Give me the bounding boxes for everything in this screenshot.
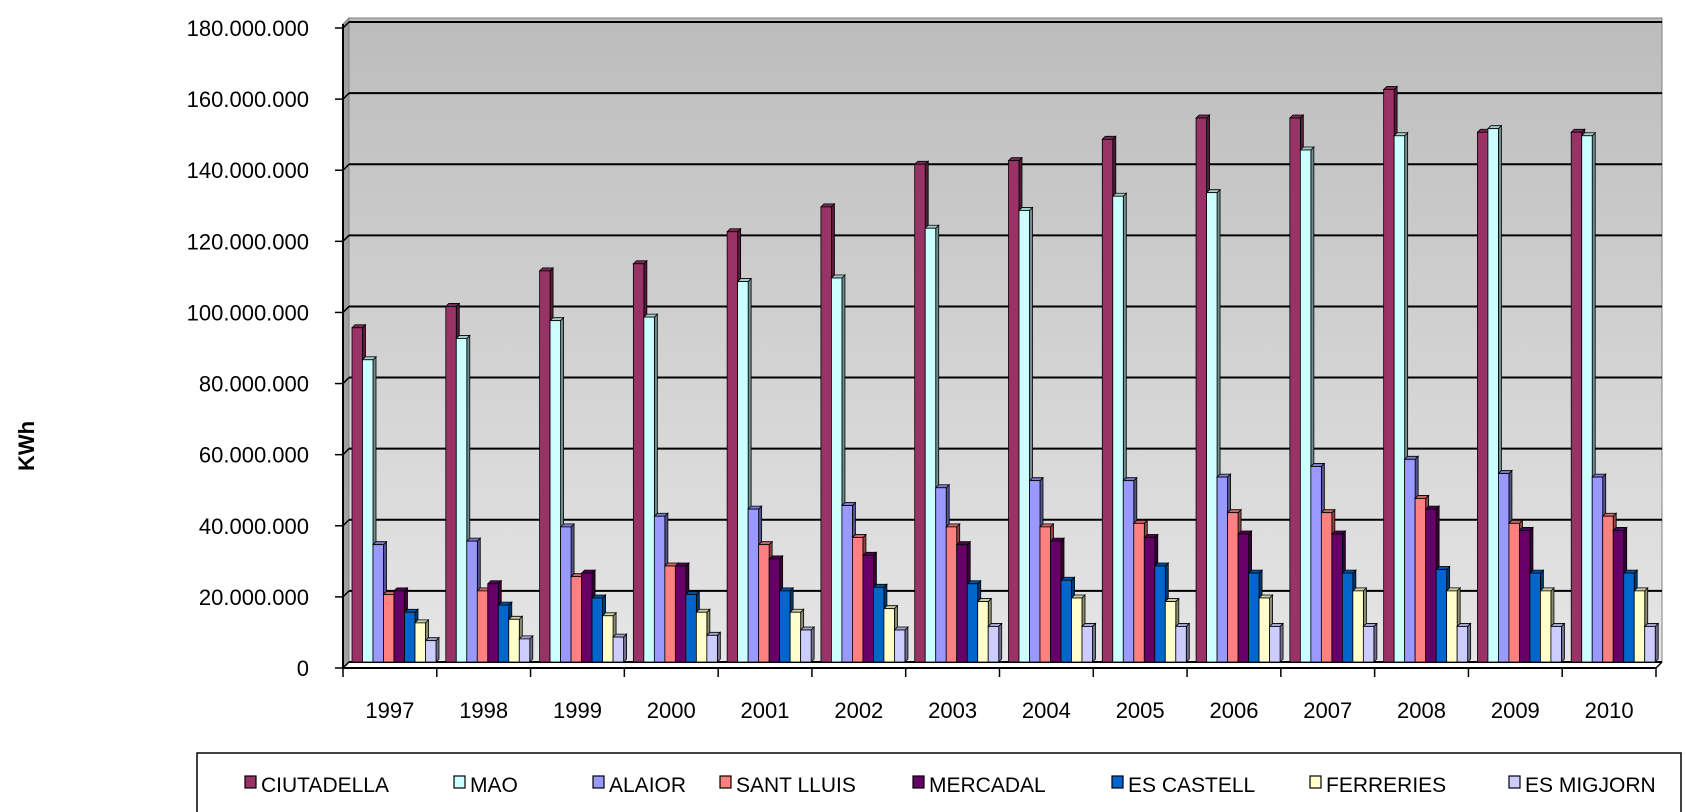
- bars: [351, 85, 1660, 663]
- y-tick-label: 0: [297, 656, 309, 681]
- legend-item-mercadal: MERCADAL: [912, 774, 1046, 797]
- bar-es-migjorn-1998: [518, 634, 534, 663]
- legend-item-alaior: ALAIOR: [592, 774, 686, 797]
- legend-item-sant-lluis: SANT LLUIS: [719, 774, 856, 797]
- legend-label: MERCADAL: [929, 774, 1046, 797]
- legend-label: ALAIOR: [609, 774, 686, 797]
- legend-box: [196, 752, 1682, 812]
- legend-swatch: [592, 775, 605, 789]
- legend-item-es-castell: ES CASTELL: [1111, 774, 1255, 797]
- x-tick-label: 2002: [834, 698, 883, 723]
- x-tick-label: 1998: [459, 698, 508, 723]
- y-tick-label: 120.000.000: [187, 229, 309, 254]
- legend-label: MAO: [470, 774, 518, 797]
- y-tick-label: 80.000.000: [199, 372, 309, 397]
- legend-item-ciutadella: CIUTADELLA: [244, 774, 389, 797]
- legend: CIUTADELLA MAO ALAIOR SANT LLUIS MERCADAL ES …: [196, 752, 1682, 812]
- x-tick-label: 1997: [365, 698, 414, 723]
- legend-item-ferreries: FERRERIES: [1309, 774, 1446, 797]
- legend-label: ES MIGJORN: [1525, 774, 1656, 797]
- y-tick-label: 60.000.000: [199, 443, 309, 468]
- x-tick-label: 2000: [647, 698, 696, 723]
- bar-es-migjorn-2000: [705, 631, 722, 663]
- x-tick-label: 2004: [1022, 698, 1071, 723]
- bar-es-migjorn-2009: [1549, 622, 1566, 663]
- y-axis-title: KWh: [14, 421, 39, 471]
- bar-es-migjorn-2001: [799, 626, 816, 663]
- bar-es-migjorn-2008: [1456, 622, 1472, 663]
- x-tick-label: 2010: [1585, 698, 1634, 723]
- legend-swatch: [1309, 775, 1322, 789]
- legend-swatch: [453, 775, 466, 789]
- bar-es-migjorn-2002: [893, 626, 909, 663]
- y-tick-label: 40.000.000: [199, 514, 309, 539]
- bar-es-migjorn-2010: [1643, 622, 1660, 663]
- bar-es-migjorn-2006: [1268, 622, 1285, 663]
- y-tick-label: 20.000.000: [199, 585, 309, 610]
- y-tick-label: 140.000.000: [187, 158, 309, 183]
- bar-es-migjorn-2005: [1174, 622, 1191, 663]
- x-tick-label: 1999: [553, 698, 602, 723]
- legend-swatch: [1508, 775, 1521, 789]
- x-tick-label: 2003: [928, 698, 977, 723]
- legend-swatch: [912, 775, 925, 789]
- y-tick-label: 180.000.000: [187, 16, 309, 41]
- bar-es-migjorn-1999: [612, 633, 628, 663]
- x-tick-label: 2006: [1209, 698, 1258, 723]
- bar-es-migjorn-2003: [987, 622, 1003, 663]
- legend-label: ES CASTELL: [1128, 774, 1255, 797]
- legend-label: SANT LLUIS: [736, 774, 856, 797]
- legend-label: CIUTADELLA: [261, 774, 389, 797]
- x-tick-label: 2009: [1491, 698, 1540, 723]
- x-tick-labels: 1997 1998 1999 2000 2001 2002 2003 2004 2005 2006…: [365, 698, 1633, 723]
- x-tick-label: 2007: [1303, 698, 1352, 723]
- bar-es-migjorn-2007: [1362, 622, 1378, 663]
- legend-swatch: [1111, 775, 1124, 789]
- legend-item-es-migjorn: ES MIGJORN: [1508, 774, 1656, 797]
- x-tick-label: 2008: [1397, 698, 1446, 723]
- legend-label: FERRERIES: [1326, 774, 1446, 797]
- x-tick-label: 2001: [741, 698, 790, 723]
- legend-swatch: [244, 775, 257, 789]
- y-tick-label: 100.000.000: [187, 300, 309, 325]
- x-tick-label: 2005: [1116, 698, 1165, 723]
- legend-swatch: [719, 775, 732, 789]
- axes: [342, 24, 1663, 677]
- y-tick-label: 160.000.000: [187, 87, 309, 112]
- bar-es-migjorn-1997: [424, 636, 440, 663]
- y-tick-labels: 0 20.000.000 40.000.000 60.000.000 80.000.00…: [187, 16, 309, 681]
- bar-es-migjorn-2004: [1081, 622, 1097, 663]
- legend-item-mao: MAO: [453, 774, 518, 797]
